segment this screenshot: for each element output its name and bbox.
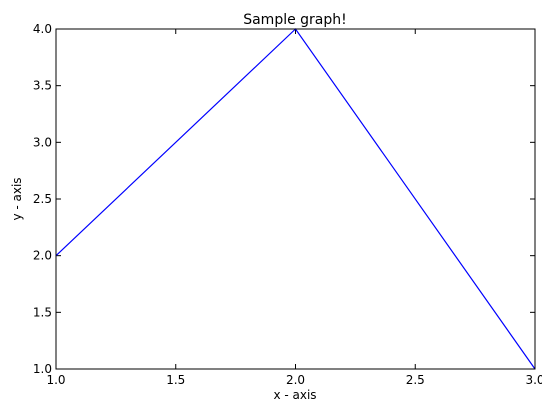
plot-frame [55,28,536,370]
x-tick-label: 1.0 [46,373,65,387]
y-tick-label: 3.0 [33,135,52,149]
x-tick-label: 2.0 [286,373,305,387]
chart-title: Sample graph! [243,12,347,28]
ticks-layer: 1.0 1.5 2.0 2.5 3.0 1.0 1.5 2.0 2.5 3.0 3.5 4.0 [33,22,542,387]
x-tick-label: 3.0 [525,373,542,387]
series-layer [55,28,536,370]
y-tick-label: 3.5 [33,79,52,93]
y-tick-label: 2.0 [33,249,52,263]
y-tick-label: 4.0 [33,22,52,36]
y-axis-label: y - axis [10,177,24,220]
y-tick-label: 1.5 [33,305,52,319]
x-tick-label: 2.5 [406,373,425,387]
y-tick-label: 2.5 [33,192,52,206]
x-axis-label: x - axis [273,388,316,401]
x-tick-label: 1.5 [166,373,185,387]
y-tick-label: 1.0 [33,362,52,376]
series-line [55,28,536,370]
